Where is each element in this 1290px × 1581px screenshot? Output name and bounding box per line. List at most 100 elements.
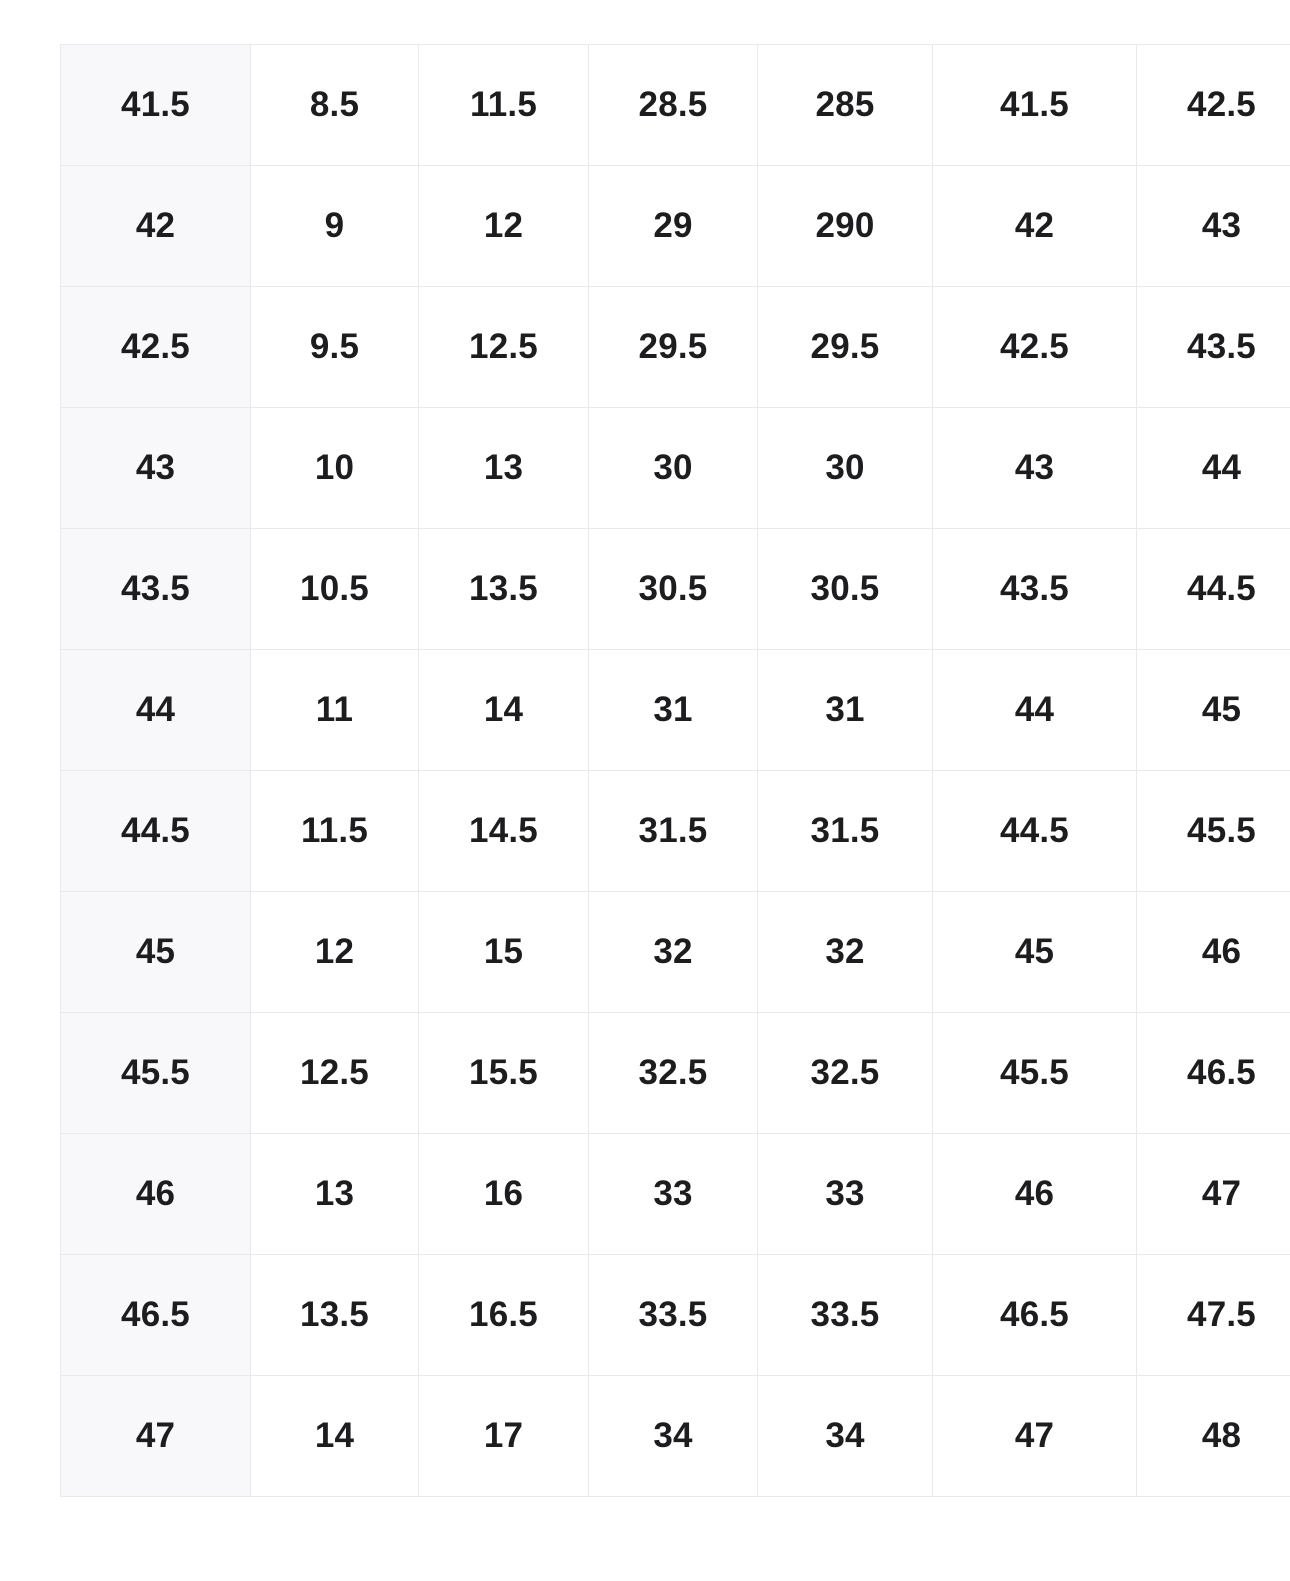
value-cell: 17 — [418, 1375, 589, 1497]
row-header-cell: 42 — [60, 165, 251, 287]
value-cell: 30.5 — [588, 528, 758, 650]
value-cell: 34 — [757, 1375, 933, 1497]
value-cell: 42.5 — [932, 286, 1137, 408]
value-cell: 31.5 — [757, 770, 933, 892]
value-cell: 11.5 — [418, 44, 589, 166]
row-header-cell: 43.5 — [60, 528, 251, 650]
row-header-cell: 46.5 — [60, 1254, 251, 1376]
value-cell: 11 — [250, 649, 419, 771]
value-cell: 45.5 — [932, 1012, 1137, 1134]
table-row: 46 13 16 33 33 46 47 — [60, 1133, 1290, 1255]
value-cell: 13 — [418, 407, 589, 529]
value-cell: 42 — [932, 165, 1137, 287]
value-cell: 13 — [250, 1133, 419, 1255]
value-cell: 12 — [250, 891, 419, 1013]
value-cell: 32 — [757, 891, 933, 1013]
value-cell: 44 — [932, 649, 1137, 771]
value-cell: 32 — [588, 891, 758, 1013]
value-cell: 11.5 — [250, 770, 419, 892]
value-cell: 43 — [932, 407, 1137, 529]
value-cell: 47.5 — [1136, 1254, 1290, 1376]
row-header-cell: 42.5 — [60, 286, 251, 408]
value-cell: 16 — [418, 1133, 589, 1255]
table-row: 44.5 11.5 14.5 31.5 31.5 44.5 45.5 — [60, 770, 1290, 892]
value-cell: 15.5 — [418, 1012, 589, 1134]
table-row: 44 11 14 31 31 44 45 — [60, 649, 1290, 771]
row-header-cell: 43 — [60, 407, 251, 529]
value-cell: 290 — [757, 165, 933, 287]
value-cell: 43.5 — [1136, 286, 1290, 408]
value-cell: 15 — [418, 891, 589, 1013]
value-cell: 45.5 — [1136, 770, 1290, 892]
value-cell: 29 — [588, 165, 758, 287]
value-cell: 29.5 — [757, 286, 933, 408]
value-cell: 32.5 — [757, 1012, 933, 1134]
row-header-cell: 41.5 — [60, 44, 251, 166]
value-cell: 45 — [932, 891, 1137, 1013]
table-row: 45 12 15 32 32 45 46 — [60, 891, 1290, 1013]
size-table-body: 41.5 8.5 11.5 28.5 285 41.5 42.5 42 9 12 29 290 42 43… — [60, 44, 1290, 1497]
value-cell: 47 — [932, 1375, 1137, 1497]
value-cell: 31.5 — [588, 770, 758, 892]
size-conversion-table: 41.5 8.5 11.5 28.5 285 41.5 42.5 42 9 12 29 290 42 43… — [60, 44, 1290, 1497]
value-cell: 14 — [250, 1375, 419, 1497]
row-header-cell: 45.5 — [60, 1012, 251, 1134]
table-row: 43 10 13 30 30 43 44 — [60, 407, 1290, 529]
value-cell: 48 — [1136, 1375, 1290, 1497]
value-cell: 16.5 — [418, 1254, 589, 1376]
value-cell: 14 — [418, 649, 589, 771]
value-cell: 29.5 — [588, 286, 758, 408]
value-cell: 12 — [418, 165, 589, 287]
row-header-cell: 46 — [60, 1133, 251, 1255]
size-table-container: 41.5 8.5 11.5 28.5 285 41.5 42.5 42 9 12 29 290 42 43… — [60, 44, 1290, 1497]
table-row: 45.5 12.5 15.5 32.5 32.5 45.5 46.5 — [60, 1012, 1290, 1134]
table-row: 42 9 12 29 290 42 43 — [60, 165, 1290, 287]
value-cell: 30 — [588, 407, 758, 529]
value-cell: 30 — [757, 407, 933, 529]
value-cell: 45 — [1136, 649, 1290, 771]
value-cell: 9.5 — [250, 286, 419, 408]
value-cell: 12.5 — [250, 1012, 419, 1134]
value-cell: 42.5 — [1136, 44, 1290, 166]
value-cell: 34 — [588, 1375, 758, 1497]
value-cell: 33 — [757, 1133, 933, 1255]
row-header-cell: 44 — [60, 649, 251, 771]
value-cell: 13.5 — [250, 1254, 419, 1376]
value-cell: 10.5 — [250, 528, 419, 650]
value-cell: 44 — [1136, 407, 1290, 529]
row-header-cell: 47 — [60, 1375, 251, 1497]
value-cell: 10 — [250, 407, 419, 529]
table-row: 41.5 8.5 11.5 28.5 285 41.5 42.5 — [60, 44, 1290, 166]
value-cell: 33.5 — [757, 1254, 933, 1376]
table-row: 43.5 10.5 13.5 30.5 30.5 43.5 44.5 — [60, 528, 1290, 650]
value-cell: 9 — [250, 165, 419, 287]
value-cell: 8.5 — [250, 44, 419, 166]
value-cell: 32.5 — [588, 1012, 758, 1134]
value-cell: 33.5 — [588, 1254, 758, 1376]
value-cell: 44.5 — [1136, 528, 1290, 650]
row-header-cell: 45 — [60, 891, 251, 1013]
table-row: 42.5 9.5 12.5 29.5 29.5 42.5 43.5 — [60, 286, 1290, 408]
value-cell: 30.5 — [757, 528, 933, 650]
value-cell: 12.5 — [418, 286, 589, 408]
value-cell: 47 — [1136, 1133, 1290, 1255]
value-cell: 41.5 — [932, 44, 1137, 166]
value-cell: 31 — [588, 649, 758, 771]
value-cell: 43.5 — [932, 528, 1137, 650]
value-cell: 28.5 — [588, 44, 758, 166]
value-cell: 44.5 — [932, 770, 1137, 892]
value-cell: 33 — [588, 1133, 758, 1255]
value-cell: 46.5 — [932, 1254, 1137, 1376]
table-row: 46.5 13.5 16.5 33.5 33.5 46.5 47.5 — [60, 1254, 1290, 1376]
row-header-cell: 44.5 — [60, 770, 251, 892]
value-cell: 46 — [932, 1133, 1137, 1255]
value-cell: 46 — [1136, 891, 1290, 1013]
value-cell: 46.5 — [1136, 1012, 1290, 1134]
value-cell: 14.5 — [418, 770, 589, 892]
value-cell: 285 — [757, 44, 933, 166]
value-cell: 13.5 — [418, 528, 589, 650]
value-cell: 43 — [1136, 165, 1290, 287]
value-cell: 31 — [757, 649, 933, 771]
table-row: 47 14 17 34 34 47 48 — [60, 1375, 1290, 1497]
